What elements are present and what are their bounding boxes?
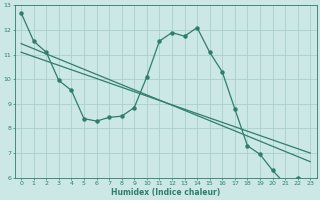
X-axis label: Humidex (Indice chaleur): Humidex (Indice chaleur)	[111, 188, 220, 197]
